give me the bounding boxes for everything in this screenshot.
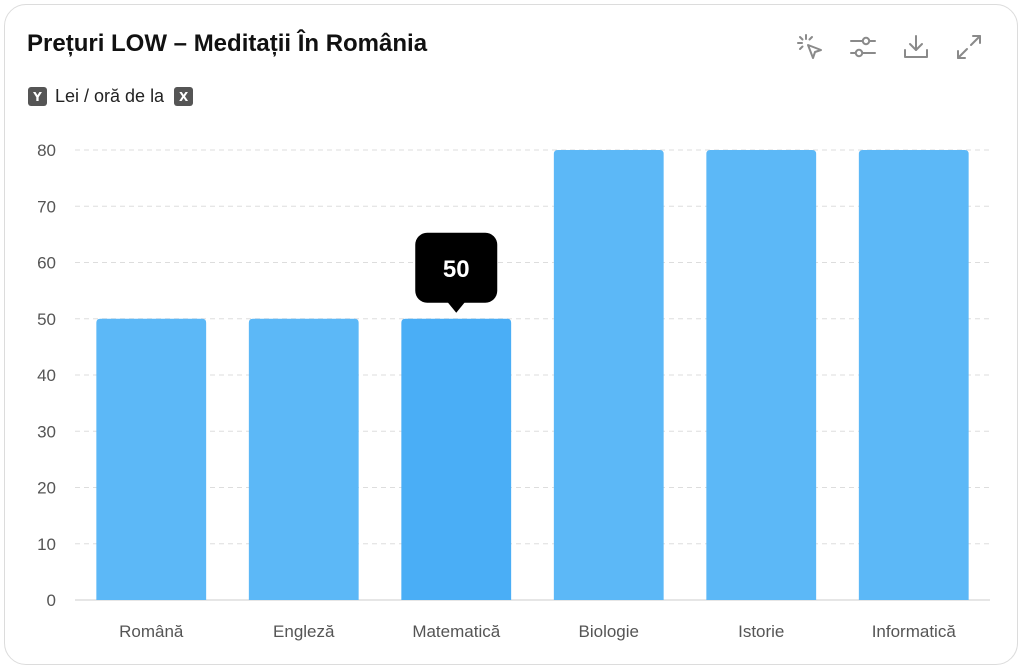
x-tick-label: Istorie — [738, 622, 784, 641]
tooltip: 50 — [415, 232, 498, 313]
y-tick-label: 0 — [47, 591, 56, 610]
bar[interactable] — [706, 150, 817, 600]
bar[interactable] — [96, 318, 207, 600]
y-tick-label: 20 — [37, 479, 56, 498]
chart-toolbar — [793, 30, 986, 64]
x-tick-label: Engleză — [273, 622, 335, 641]
x-tick-label: Biologie — [579, 622, 640, 641]
y-tick-label: 70 — [37, 197, 56, 216]
x-tick-label: Matematică — [412, 622, 500, 641]
y-tick-label: 40 — [37, 366, 56, 385]
y-tick-label: 30 — [37, 422, 56, 441]
bar[interactable] — [401, 318, 512, 600]
tooltip-value: 50 — [443, 256, 470, 283]
download-icon[interactable] — [899, 30, 933, 64]
y-tick-label: 60 — [37, 254, 56, 273]
y-tick-label: 50 — [37, 310, 56, 329]
y-tick-label: 80 — [37, 141, 56, 160]
bar[interactable] — [858, 150, 969, 600]
bar[interactable] — [553, 150, 664, 600]
axis-legend: Y Lei / oră de la X — [28, 86, 194, 107]
y-axis-label: Lei / oră de la — [55, 86, 165, 106]
y-axis-key: Y — [28, 87, 47, 106]
sliders-icon[interactable] — [846, 30, 880, 64]
tooltip-box — [415, 232, 498, 303]
bar[interactable] — [248, 318, 359, 600]
tooltip-arrow — [447, 301, 466, 313]
x-axis-key: X — [174, 87, 194, 106]
x-tick-label: Română — [119, 622, 184, 641]
y-tick-label: 10 — [37, 535, 56, 554]
chart-title: Prețuri LOW – Meditații În România — [27, 30, 428, 57]
select-pointer-icon[interactable] — [793, 30, 827, 64]
x-tick-label: Informatică — [872, 622, 957, 641]
expand-icon[interactable] — [952, 30, 986, 64]
